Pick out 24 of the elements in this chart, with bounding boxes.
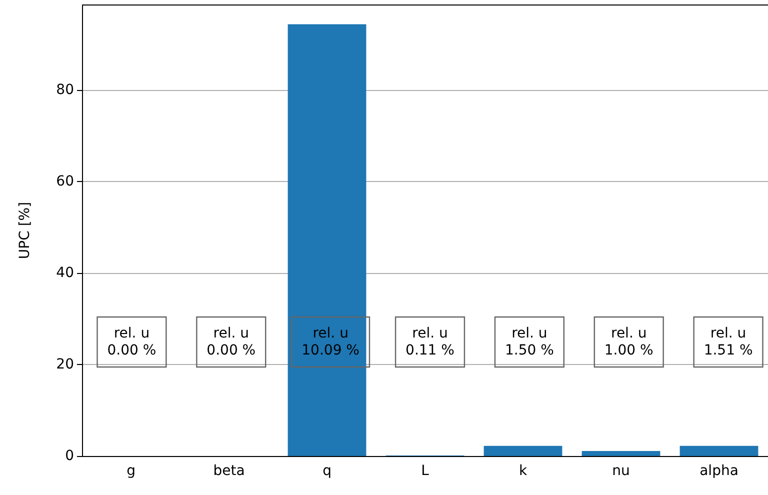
x-tick-label: q bbox=[322, 463, 332, 479]
y-tick-label: 60 bbox=[56, 174, 74, 190]
annotation: rel. u 1.50 % bbox=[504, 326, 554, 358]
y-tick-label: 20 bbox=[56, 356, 74, 373]
bar bbox=[484, 446, 562, 456]
x-tick-label: beta bbox=[213, 463, 245, 479]
y-tick-label: 0 bbox=[65, 448, 74, 464]
y-axis-title: UPC [%] bbox=[17, 202, 33, 260]
annotation: rel. u 1.51 % bbox=[704, 326, 753, 358]
x-tick-label: L bbox=[421, 463, 430, 479]
annotation: rel. u 0.00 % bbox=[206, 326, 256, 358]
bar bbox=[680, 446, 758, 456]
bar bbox=[582, 450, 660, 456]
y-tick-label: 80 bbox=[56, 82, 74, 98]
annotation: rel. u 0.11 % bbox=[406, 326, 454, 358]
x-tick-label: alpha bbox=[700, 463, 738, 479]
x-tick-label: k bbox=[518, 463, 528, 479]
annotation: rel. u 1.00 % bbox=[604, 326, 654, 358]
bar bbox=[288, 24, 366, 456]
annotation: rel. u 0.00 % bbox=[107, 326, 156, 358]
annotation: rel. u 10.09 % bbox=[302, 326, 360, 358]
x-tick-label: g bbox=[126, 463, 136, 479]
y-tick-label: 40 bbox=[56, 265, 74, 282]
x-tick-label: nu bbox=[612, 463, 630, 479]
